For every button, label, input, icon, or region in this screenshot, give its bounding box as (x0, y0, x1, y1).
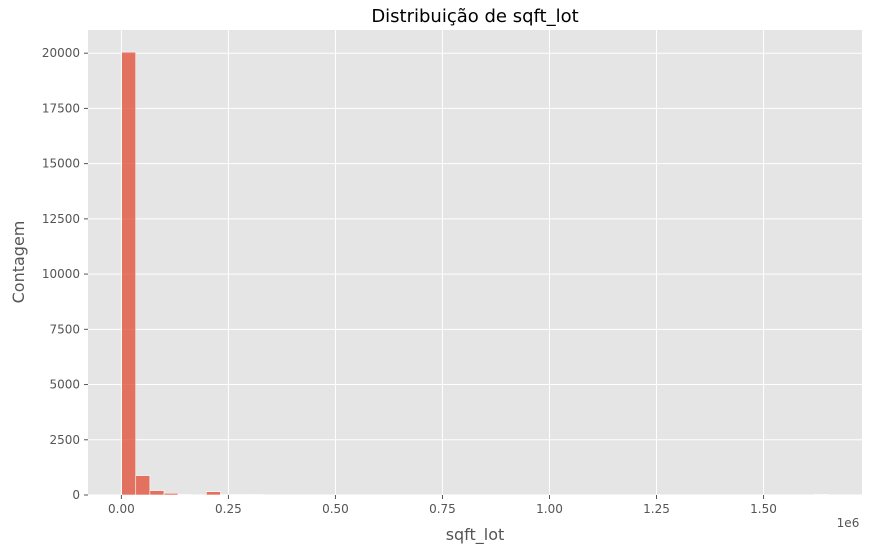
y-tick-label: 10000 (42, 267, 80, 281)
x-tick-label: 0.00 (108, 502, 135, 516)
y-tick-label: 15000 (42, 157, 80, 171)
grid (88, 30, 862, 496)
histogram-bars (121, 51, 829, 496)
x-tick-label: 0.50 (322, 502, 349, 516)
y-tick-label: 5000 (49, 378, 80, 392)
histogram-bar (813, 494, 829, 496)
histogram-bar (206, 491, 221, 496)
x-tick-label: 1.00 (536, 502, 563, 516)
x-tick-label: 0.75 (429, 502, 456, 516)
tick-labels: 0 2500 5000 7500 10000 12500 15000 17500 20000 0.… (42, 46, 777, 516)
chart-title: Distribuição de sqft_lot (371, 6, 578, 27)
y-tick-label: 17500 (42, 101, 80, 115)
x-offset-label: 1e6 (837, 516, 860, 530)
histogram-bar (149, 490, 165, 496)
x-axis-label: sqft_lot (446, 525, 505, 545)
y-tick-label: 7500 (49, 322, 80, 336)
histogram-bar (135, 475, 151, 496)
plot-area (88, 30, 862, 495)
y-tick-label: 2500 (49, 433, 80, 447)
y-tick-label: 12500 (42, 212, 80, 226)
x-tick-label: 1.25 (643, 502, 670, 516)
histogram-bar (121, 51, 137, 496)
histogram-bar (234, 494, 250, 496)
x-tick-label: 0.25 (215, 502, 242, 516)
histogram-bar (220, 494, 235, 496)
histogram-bar (163, 492, 179, 496)
y-axis-label: Contagem (9, 221, 28, 304)
histogram-bar (177, 494, 193, 496)
histogram-bar (248, 494, 264, 496)
x-tick-label: 1.50 (750, 502, 777, 516)
y-tick-label: 20000 (42, 46, 80, 60)
y-tick-label: 0 (72, 488, 80, 502)
